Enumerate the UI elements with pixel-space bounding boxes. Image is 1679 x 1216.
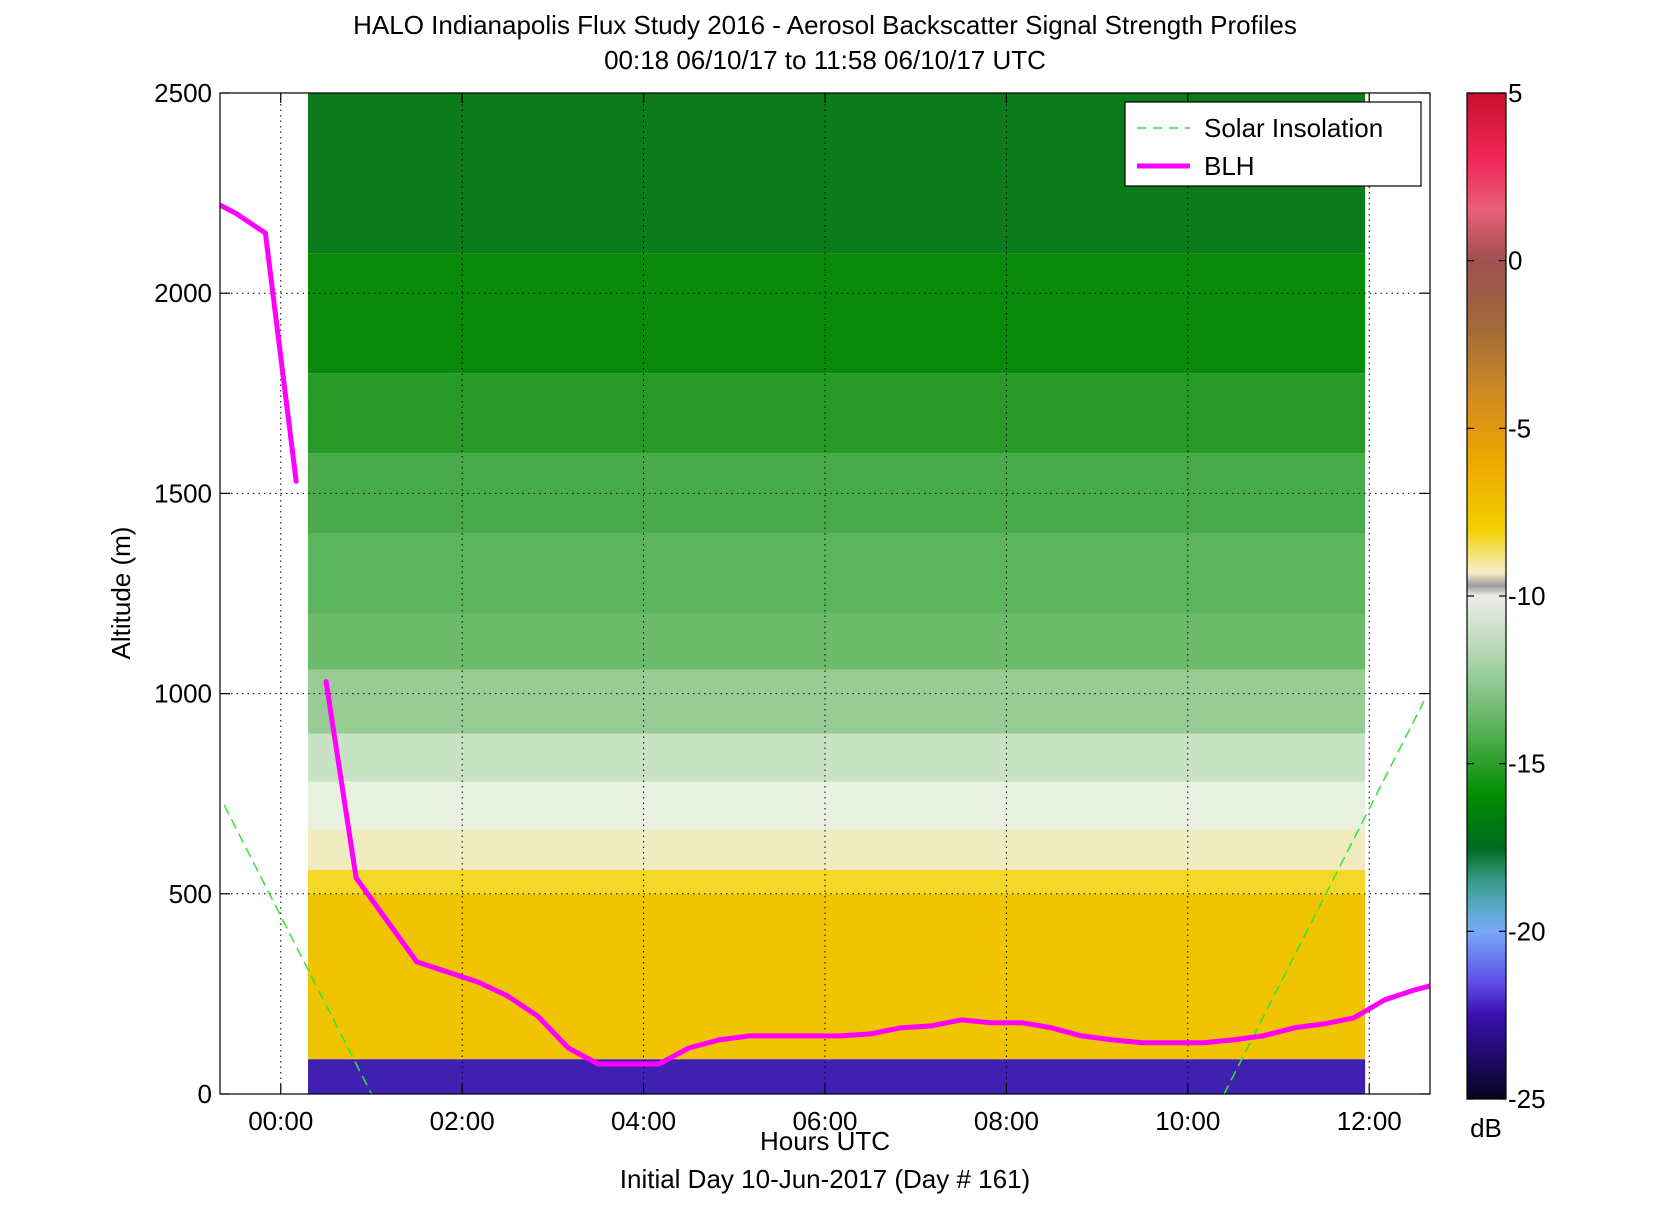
solar-insolation-line-1 — [1223, 700, 1425, 1094]
colorbar-ticks: 5 0 -5 -10 -15 -20 -25 — [1467, 78, 1546, 1114]
legend: Solar Insolation BLH — [1124, 101, 1422, 187]
colorbar-tick-label: -20 — [1508, 916, 1546, 946]
heatmap-band-11 — [307, 253, 1366, 374]
blh-line-1 — [323, 679, 1430, 1067]
y-tick-label: 2000 — [154, 278, 212, 308]
y-axis-label: Altitude (m) — [106, 527, 136, 660]
colorbar-tick-label: 5 — [1508, 78, 1522, 108]
blh-line-0 — [220, 202, 299, 484]
colorbar-unit-label: dB — [1470, 1113, 1502, 1143]
heatmap-band-5 — [307, 733, 1366, 782]
heatmap-band-8 — [307, 533, 1366, 614]
x-tick-label: 10:00 — [1155, 1106, 1220, 1136]
legend-box — [1124, 101, 1422, 187]
colorbar-tick-label: 0 — [1508, 246, 1522, 276]
x-tick-label: 04:00 — [611, 1106, 676, 1136]
heatmap-band-10 — [307, 373, 1366, 454]
colorbar-tick-label: -15 — [1508, 749, 1546, 779]
heatmap-band-2 — [307, 869, 1366, 894]
heatmap-band-3 — [307, 829, 1366, 870]
x-tick-label: 02:00 — [430, 1106, 495, 1136]
colorbar-tick-label: -25 — [1508, 1084, 1546, 1114]
heatmap-band-4 — [307, 781, 1366, 830]
legend-label-solar: Solar Insolation — [1204, 113, 1383, 143]
y-axis: 0 500 1000 1500 2000 2500 — [154, 78, 1430, 1109]
y-tick-label: 2500 — [154, 78, 212, 108]
y-tick-label: 500 — [169, 879, 212, 909]
heatmap-band-1 — [307, 893, 1366, 1060]
chart-title: HALO Indianapolis Flux Study 2016 - Aero… — [353, 10, 1297, 40]
x-tick-label: 06:00 — [792, 1106, 857, 1136]
legend-label-blh: BLH — [1204, 151, 1255, 181]
x-axis-label: Hours UTC — [760, 1126, 890, 1156]
series-layer — [220, 202, 1430, 1094]
colorbar-tick-label: -10 — [1508, 581, 1546, 611]
x-tick-label: 00:00 — [248, 1106, 313, 1136]
heatmap-band-7 — [307, 613, 1366, 670]
x-axis: 00:00 02:00 04:00 06:00 08:00 10:00 12:00 — [248, 93, 1402, 1136]
y-tick-label: 1500 — [154, 478, 212, 508]
heatmap-layer — [307, 93, 1366, 1094]
colorbar-tick-label: -5 — [1508, 413, 1531, 443]
colorbar: 5 0 -5 -10 -15 -20 -25 dB — [1466, 78, 1546, 1143]
y-tick-label: 0 — [198, 1079, 212, 1109]
y-tick-label: 1000 — [154, 679, 212, 709]
solar-insolation-line-0 — [223, 804, 373, 1094]
heatmap-band-6 — [307, 669, 1366, 734]
x-tick-label: 12:00 — [1337, 1106, 1402, 1136]
heatmap-band-0 — [307, 1059, 1366, 1094]
chart-subtitle: 00:18 06/10/17 to 11:58 06/10/17 UTC — [604, 45, 1046, 75]
x-tick-label: 08:00 — [974, 1106, 1039, 1136]
x-axis-sublabel: Initial Day 10-Jun-2017 (Day # 161) — [620, 1164, 1030, 1194]
